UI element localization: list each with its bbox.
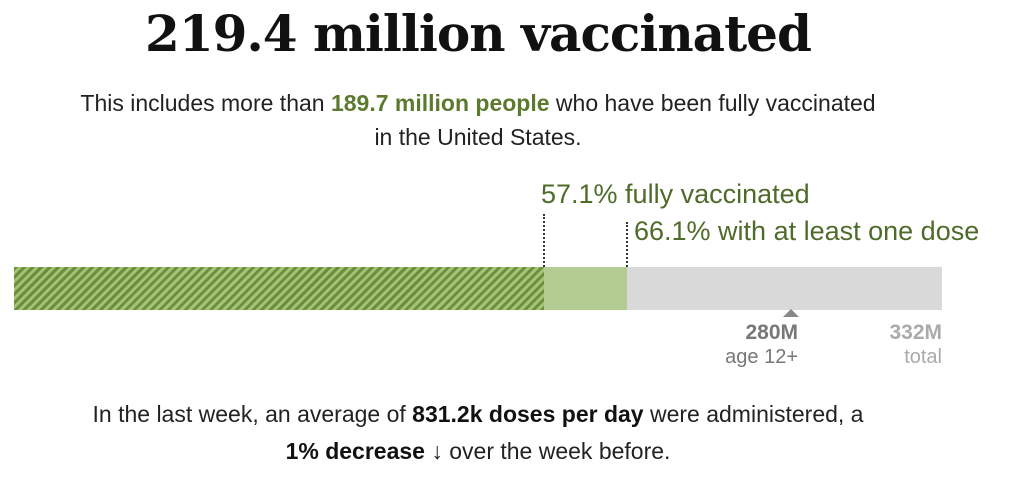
down-arrow-icon: ↓ <box>431 438 443 464</box>
subhead-text-cont: who have been fully vaccinated <box>549 90 876 116</box>
footer-text-mid: were administered, a <box>643 401 864 427</box>
subhead: This includes more than 189.7 million pe… <box>0 86 956 154</box>
fully-vaccinated-label: 57.1% fully vaccinated <box>541 179 810 209</box>
footer-text-end: over the week before. <box>442 438 671 464</box>
headline: 219.4 million vaccinated <box>145 4 812 63</box>
bar-one-dose <box>544 267 627 310</box>
age-12-marker-icon <box>783 309 799 317</box>
tick-332m-caption: total <box>904 346 942 368</box>
one-dose-leader-line <box>626 222 628 267</box>
bar-unvaccinated <box>627 267 942 310</box>
subhead-line2: in the United States. <box>374 124 582 150</box>
weekly-summary: In the last week, an average of 831.2k d… <box>0 396 956 470</box>
fully-vaccinated-count: 189.7 million people <box>330 90 550 116</box>
doses-per-day: 831.2k doses per day <box>412 401 644 427</box>
tick-280m-value: 280M <box>745 321 798 344</box>
tick-332m: 332M total <box>889 321 942 369</box>
one-dose-label: 66.1% with at least one dose <box>634 216 980 246</box>
percent-change: 1% decrease <box>285 438 425 464</box>
subhead-text: This includes more than <box>80 90 331 116</box>
bar-fully-vaccinated <box>14 267 544 310</box>
footer-text: In the last week, an average of <box>92 401 413 427</box>
tick-280m: 280M age 12+ <box>725 321 798 369</box>
tick-280m-caption: age 12+ <box>725 346 798 368</box>
fully-vaccinated-leader-line <box>543 214 545 267</box>
tick-332m-value: 332M <box>889 321 942 344</box>
